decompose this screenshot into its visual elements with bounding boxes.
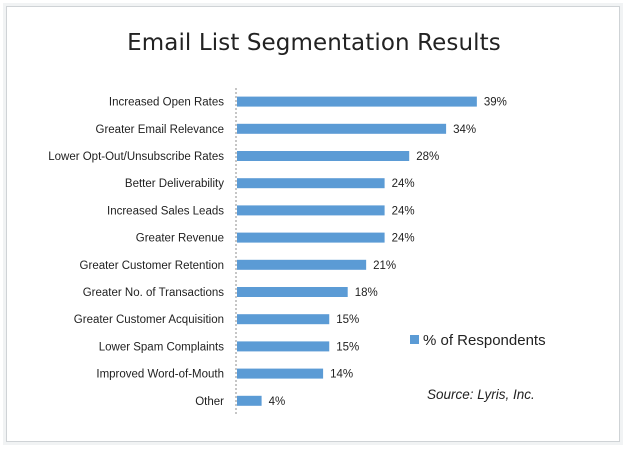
legend: % of Respondents	[410, 332, 546, 349]
bar	[237, 96, 477, 107]
category-label: Greater Email Relevance	[96, 124, 224, 136]
category-label: Greater Revenue	[136, 233, 224, 245]
bar	[237, 341, 330, 352]
value-label: 14%	[330, 369, 353, 381]
category-label: Other	[195, 396, 224, 408]
value-label: 15%	[336, 314, 359, 326]
legend-swatch	[410, 335, 419, 344]
category-label: Lower Opt-Out/Unsubscribe Rates	[48, 151, 224, 163]
value-label: 4%	[269, 396, 286, 408]
category-label: Better Deliverability	[125, 178, 224, 190]
value-label: 21%	[373, 260, 396, 272]
value-label: 39%	[484, 97, 507, 109]
value-label: 15%	[336, 341, 359, 353]
value-label: 34%	[453, 124, 476, 136]
value-label: 24%	[392, 178, 415, 190]
legend-label: % of Respondents	[423, 332, 546, 349]
bar	[237, 151, 410, 161]
bar	[237, 178, 385, 189]
value-label: 24%	[392, 205, 415, 217]
category-label: Improved Word-of-Mouth	[96, 369, 224, 381]
bar	[237, 205, 385, 216]
category-label: Increased Sales Leads	[107, 205, 224, 217]
chart-title: Email List Segmentation Results	[127, 30, 501, 56]
bar	[237, 232, 385, 243]
category-label: Lower Spam Complaints	[99, 341, 225, 353]
bar	[237, 287, 348, 297]
bar	[237, 123, 447, 134]
value-label: 18%	[355, 287, 378, 299]
category-label: Greater No. of Transactions	[83, 287, 225, 299]
bar	[237, 395, 262, 406]
source-note: Source: Lyris, Inc.	[427, 387, 535, 402]
category-label: Greater Customer Retention	[80, 260, 224, 272]
value-label: 28%	[416, 151, 439, 163]
category-label: Greater Customer Acquisition	[74, 314, 224, 326]
value-label: 24%	[392, 233, 415, 245]
bar	[237, 314, 330, 325]
bar	[237, 368, 324, 379]
category-label: Increased Open Rates	[109, 97, 224, 109]
bar	[237, 259, 367, 270]
